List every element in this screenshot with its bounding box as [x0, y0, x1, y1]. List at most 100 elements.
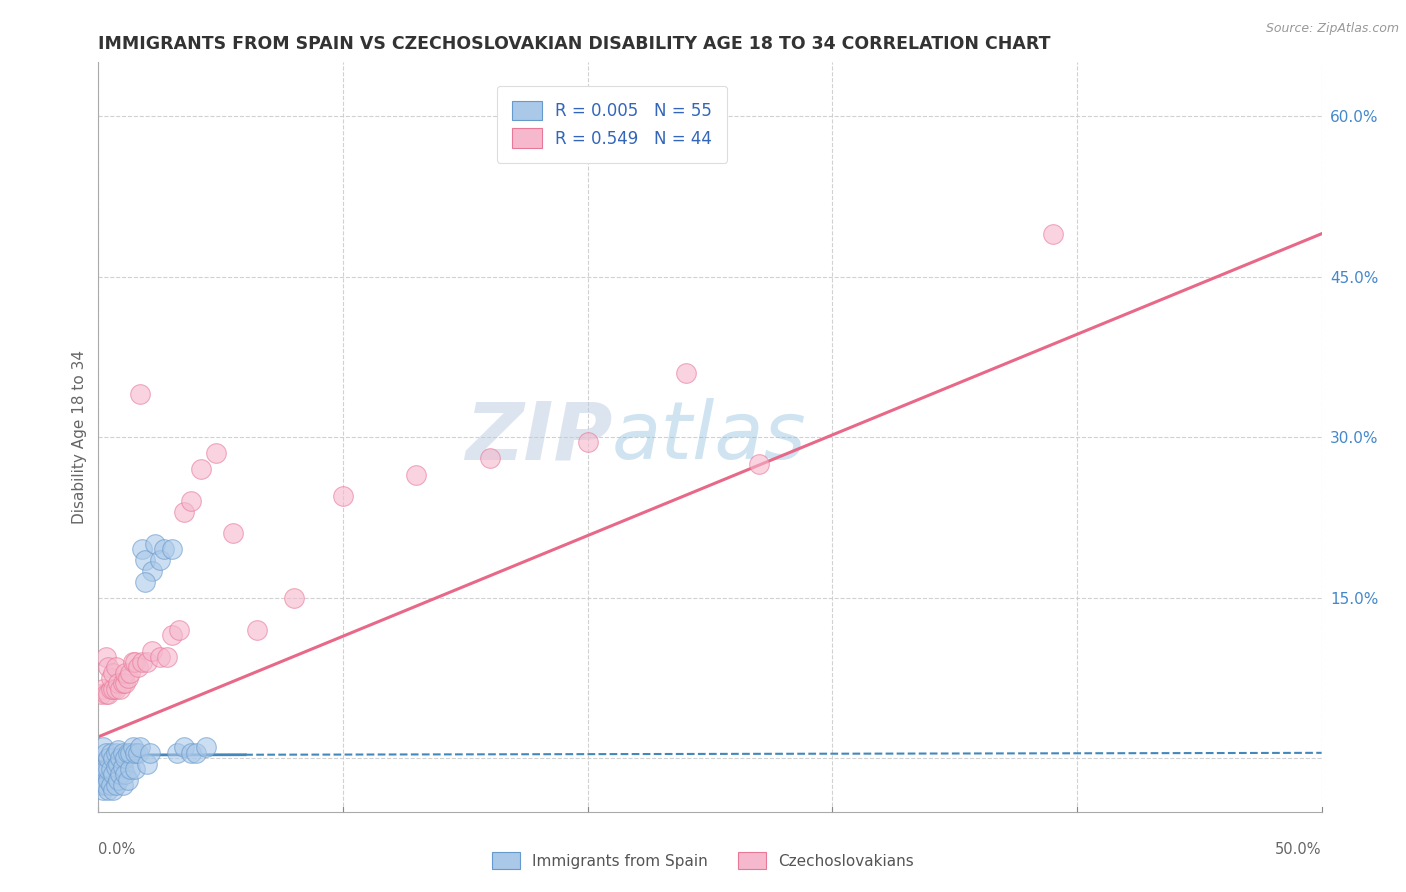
Point — [134, 553, 156, 567]
Point — [111, 778, 134, 792]
Point — [139, 746, 162, 760]
Point — [131, 655, 153, 669]
Point — [90, 687, 112, 701]
Point — [114, 676, 136, 690]
Point — [111, 676, 134, 690]
Point — [104, 746, 127, 760]
Point — [117, 772, 139, 787]
Point — [173, 740, 195, 755]
Point — [107, 742, 129, 756]
Point — [149, 553, 172, 567]
Point — [190, 462, 212, 476]
Point — [91, 740, 114, 755]
Point — [94, 649, 117, 664]
Text: ZIP: ZIP — [465, 398, 612, 476]
Point — [180, 494, 202, 508]
Point — [97, 762, 120, 776]
Point — [478, 451, 501, 466]
Point — [97, 687, 120, 701]
Point — [124, 746, 146, 760]
Point — [100, 762, 122, 776]
Point — [104, 760, 127, 774]
Point — [149, 649, 172, 664]
Point — [110, 767, 132, 781]
Point — [222, 526, 245, 541]
Point — [332, 489, 354, 503]
Point — [141, 644, 163, 658]
Point — [114, 767, 136, 781]
Point — [94, 778, 117, 792]
Point — [110, 751, 132, 765]
Point — [107, 772, 129, 787]
Point — [91, 762, 114, 776]
Point — [100, 681, 122, 696]
Point — [101, 665, 124, 680]
Text: 0.0%: 0.0% — [98, 842, 135, 857]
Point — [124, 762, 146, 776]
Text: 50.0%: 50.0% — [1275, 842, 1322, 857]
Point — [111, 760, 134, 774]
Point — [90, 767, 112, 781]
Point — [120, 762, 142, 776]
Point — [91, 783, 114, 797]
Point — [131, 542, 153, 557]
Text: IMMIGRANTS FROM SPAIN VS CZECHOSLOVAKIAN DISABILITY AGE 18 TO 34 CORRELATION CHA: IMMIGRANTS FROM SPAIN VS CZECHOSLOVAKIAN… — [98, 35, 1050, 53]
Point — [136, 756, 159, 771]
Text: Source: ZipAtlas.com: Source: ZipAtlas.com — [1265, 22, 1399, 36]
Point — [748, 457, 770, 471]
Point — [160, 542, 183, 557]
Text: atlas: atlas — [612, 398, 807, 476]
Point — [104, 778, 127, 792]
Point — [134, 574, 156, 589]
Legend: R = 0.005   N = 55, R = 0.549   N = 44: R = 0.005 N = 55, R = 0.549 N = 44 — [498, 86, 727, 162]
Point — [117, 671, 139, 685]
Point — [283, 591, 305, 605]
Point — [104, 660, 127, 674]
Point — [100, 778, 122, 792]
Y-axis label: Disability Age 18 to 34: Disability Age 18 to 34 — [72, 350, 87, 524]
Point — [121, 655, 143, 669]
Point — [104, 681, 127, 696]
Point — [120, 746, 142, 760]
Point — [1042, 227, 1064, 241]
Point — [94, 762, 117, 776]
Point — [124, 655, 146, 669]
Point — [136, 655, 159, 669]
Point — [97, 660, 120, 674]
Point — [114, 665, 136, 680]
Point — [94, 687, 117, 701]
Point — [101, 783, 124, 797]
Point — [127, 660, 149, 674]
Point — [166, 746, 188, 760]
Point — [100, 746, 122, 760]
Point — [117, 746, 139, 760]
Point — [110, 681, 132, 696]
Point — [121, 740, 143, 755]
Point — [129, 740, 152, 755]
Point — [141, 564, 163, 578]
Point — [246, 623, 269, 637]
Point — [675, 366, 697, 380]
Point — [120, 665, 142, 680]
Point — [576, 435, 599, 450]
Point — [91, 681, 114, 696]
Point — [127, 746, 149, 760]
Point — [101, 767, 124, 781]
Point — [107, 756, 129, 771]
Point — [107, 676, 129, 690]
Point — [173, 505, 195, 519]
Point — [180, 746, 202, 760]
Point — [143, 537, 166, 551]
Point — [195, 740, 218, 755]
Point — [186, 746, 208, 760]
Point — [160, 628, 183, 642]
Point — [205, 446, 228, 460]
Point — [97, 783, 120, 797]
Legend: Immigrants from Spain, Czechoslovakians: Immigrants from Spain, Czechoslovakians — [486, 846, 920, 875]
Point — [97, 751, 120, 765]
Point — [167, 623, 190, 637]
Point — [153, 542, 176, 557]
Point — [129, 387, 152, 401]
Point — [90, 778, 112, 792]
Point — [97, 772, 120, 787]
